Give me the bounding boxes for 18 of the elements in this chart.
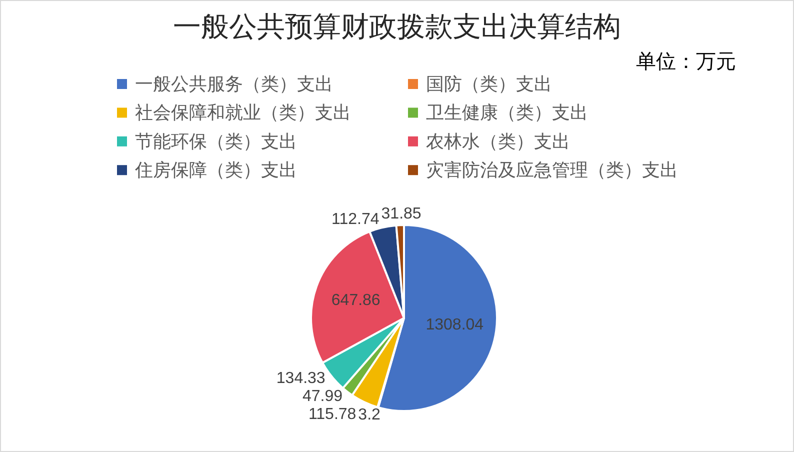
legend-label: 卫生健康（类）支出 [426, 102, 588, 123]
data-label: 112.74 [332, 211, 380, 228]
data-label: 47.99 [302, 388, 343, 405]
legend-label: 节能环保（类）支出 [135, 131, 297, 152]
legend-label: 灾害防治及应急管理（类）支出 [426, 160, 678, 180]
legend-label: 一般公共服务（类）支出 [135, 74, 333, 94]
legend-label: 农林水（类）支出 [426, 131, 570, 152]
data-label: 1308.04 [426, 316, 484, 334]
data-label: 31.85 [381, 206, 422, 223]
chart-subtitle: 单位：万元 [636, 51, 736, 73]
data-label: 134.33 [276, 370, 326, 387]
data-label: 115.78 [308, 406, 356, 423]
data-label: 647.86 [331, 292, 380, 310]
data-label: 3.2 [358, 406, 381, 424]
chart-title: 一般公共预算财政拨款支出决算结构 [173, 12, 621, 43]
legend-label: 住房保障（类）支出 [134, 160, 297, 180]
legend-label: 社会保障和就业（类）支出 [135, 102, 351, 123]
legend-label: 国防（类）支出 [426, 74, 552, 94]
